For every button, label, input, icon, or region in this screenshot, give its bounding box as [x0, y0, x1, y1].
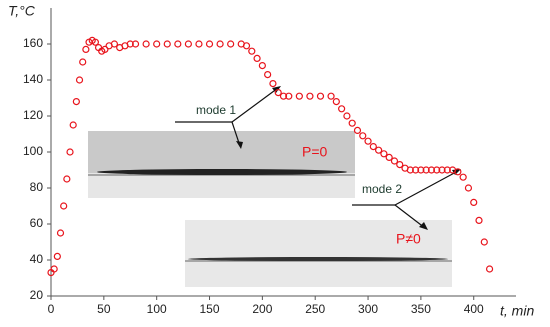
annotation: mode 1	[196, 103, 236, 117]
data-point	[205, 40, 214, 48]
data-point	[385, 153, 393, 161]
inset2	[185, 220, 452, 287]
data-point	[475, 216, 483, 224]
y-tick-label: 40	[30, 252, 44, 266]
y-tick-label: 100	[23, 144, 43, 158]
data-point	[264, 70, 272, 79]
data-point	[91, 38, 99, 46]
data-point	[66, 148, 74, 156]
data-point	[174, 40, 182, 48]
data-point	[163, 40, 171, 48]
data-point	[79, 58, 87, 66]
data-point	[56, 229, 65, 237]
data-point	[195, 40, 203, 48]
data-point	[412, 166, 420, 174]
y-tick-label: 120	[23, 108, 43, 122]
data-point	[422, 166, 430, 174]
data-point	[364, 137, 372, 145]
data-point	[375, 146, 383, 154]
x-tick-label: 350	[411, 302, 431, 316]
data-point	[438, 166, 446, 174]
data-point	[332, 97, 340, 106]
data-point	[353, 126, 362, 134]
data-point	[485, 265, 494, 273]
data-point	[343, 112, 351, 120]
data-point	[327, 92, 335, 100]
x-axis-label: t, min	[500, 303, 534, 319]
annotation: P≠0	[396, 231, 421, 247]
data-point	[390, 157, 399, 165]
x-tick-label: 50	[97, 302, 111, 316]
data-point	[50, 265, 58, 273]
data-point	[216, 40, 224, 48]
data-point	[258, 61, 266, 70]
data-point	[126, 40, 134, 48]
data-point	[153, 40, 161, 48]
data-point	[406, 166, 414, 174]
data-point	[464, 184, 473, 192]
data-point	[369, 143, 377, 151]
x-tick-label: 100	[147, 302, 167, 316]
data-point	[359, 132, 367, 140]
data-point	[60, 202, 68, 210]
y-tick-label: 60	[30, 216, 44, 230]
x-tick-label: 250	[305, 302, 325, 316]
data-point	[459, 173, 467, 181]
inset2-sample	[188, 257, 448, 261]
data-point	[295, 92, 303, 100]
data-point	[380, 150, 388, 158]
data-point	[417, 166, 425, 174]
data-point	[348, 119, 356, 127]
data-point	[184, 40, 192, 48]
data-point	[248, 47, 256, 55]
data-point	[101, 45, 109, 54]
data-point	[454, 168, 462, 176]
data-point	[242, 42, 251, 50]
x-tick-label: 400	[464, 302, 484, 316]
data-point	[63, 175, 71, 183]
data-point	[72, 97, 80, 106]
data-point	[306, 92, 314, 100]
x-tick-label: 150	[200, 302, 220, 316]
y-axis-label: T,°C	[8, 3, 36, 19]
annotation: P=0	[302, 144, 328, 160]
data-point	[269, 79, 277, 88]
data-point	[227, 40, 235, 48]
data-point	[75, 76, 84, 84]
data-point	[279, 92, 288, 100]
y-tick-label: 80	[30, 180, 44, 194]
data-point	[443, 166, 451, 174]
arrows	[175, 87, 459, 229]
y-tick-label: 160	[23, 36, 43, 50]
x-tick-label: 200	[252, 302, 272, 316]
data-point	[53, 252, 61, 260]
data-point	[480, 238, 488, 246]
x-tick-label: 0	[48, 302, 55, 316]
data-point	[338, 105, 346, 113]
x-tick-label: 300	[358, 302, 378, 316]
data-point	[285, 92, 293, 100]
inset-sample	[97, 169, 347, 175]
data-point	[142, 40, 150, 48]
data-point	[316, 92, 325, 100]
data-point	[470, 198, 478, 206]
data-point	[82, 45, 90, 54]
data-point	[427, 166, 436, 174]
data-point	[253, 54, 261, 63]
y-tick-label: 20	[30, 288, 44, 302]
data-point	[396, 161, 404, 169]
annotation: mode 2	[362, 182, 402, 196]
data-point	[69, 121, 77, 129]
inset-bottom	[88, 173, 355, 198]
inset-top	[88, 131, 355, 173]
data-point	[433, 166, 441, 174]
data-point	[110, 40, 119, 48]
y-tick-label: 140	[23, 72, 43, 86]
data-point	[131, 40, 140, 48]
data-point	[274, 88, 282, 97]
arrowheads	[236, 86, 461, 230]
